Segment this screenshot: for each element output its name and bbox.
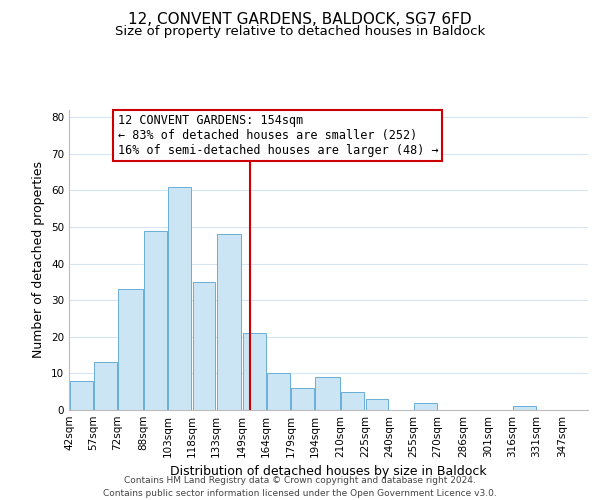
Text: 12, CONVENT GARDENS, BALDOCK, SG7 6FD: 12, CONVENT GARDENS, BALDOCK, SG7 6FD (128, 12, 472, 28)
Y-axis label: Number of detached properties: Number of detached properties (32, 162, 46, 358)
X-axis label: Distribution of detached houses by size in Baldock: Distribution of detached houses by size … (170, 466, 487, 478)
Text: Contains HM Land Registry data © Crown copyright and database right 2024.
Contai: Contains HM Land Registry data © Crown c… (103, 476, 497, 498)
Bar (242, 333, 266, 410)
Bar (316, 377, 340, 410)
Bar (70, 380, 92, 410)
Text: Size of property relative to detached houses in Baldock: Size of property relative to detached ho… (115, 25, 485, 38)
Bar (168, 187, 191, 410)
Bar (118, 290, 143, 410)
Text: 12 CONVENT GARDENS: 154sqm
← 83% of detached houses are smaller (252)
16% of sem: 12 CONVENT GARDENS: 154sqm ← 83% of deta… (118, 114, 438, 156)
Bar (193, 282, 215, 410)
Bar (217, 234, 241, 410)
Bar (94, 362, 117, 410)
Bar (291, 388, 314, 410)
Bar (267, 374, 290, 410)
Bar (341, 392, 364, 410)
Bar (144, 230, 167, 410)
Bar (365, 399, 388, 410)
Bar (512, 406, 536, 410)
Bar (414, 402, 437, 410)
